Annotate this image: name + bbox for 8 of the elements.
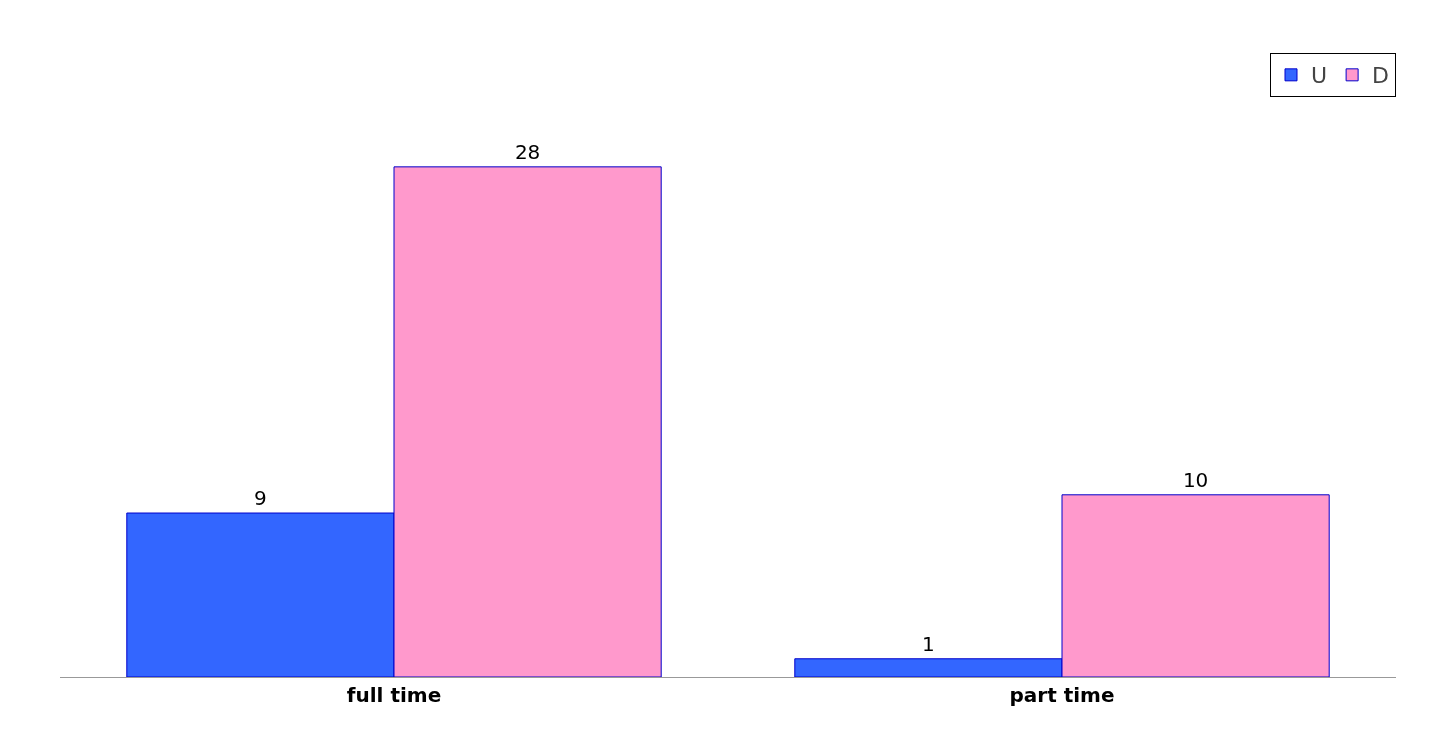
data-label: 10	[1182, 467, 1209, 492]
legend-label: D	[1372, 63, 1390, 89]
data-label: 1	[922, 631, 935, 656]
x-tick-label: part time	[1009, 683, 1115, 707]
legend-label: U	[1311, 63, 1328, 89]
data-label: 9	[254, 486, 267, 511]
data-label: 28	[514, 139, 541, 164]
x-tick-label: full time	[346, 683, 442, 707]
